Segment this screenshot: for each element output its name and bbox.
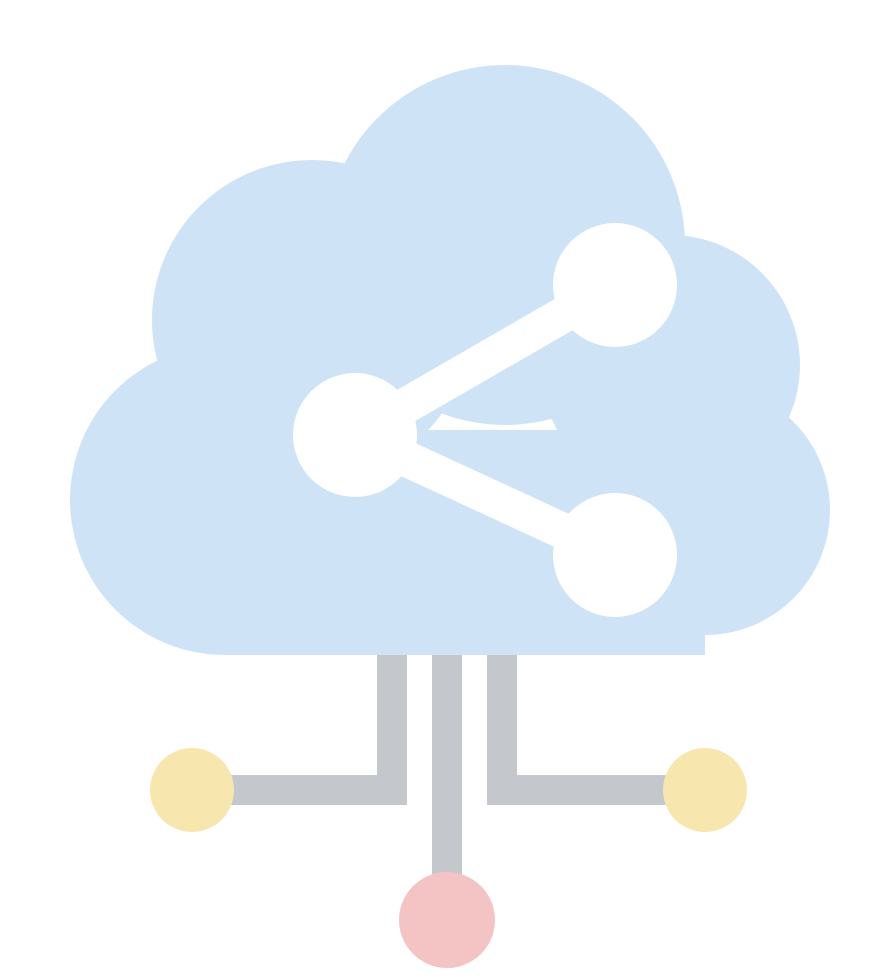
cloud-share-network-icon <box>0 0 895 980</box>
share-node-bottom <box>553 493 677 617</box>
share-node-left <box>293 373 417 497</box>
bottom-endpoint <box>399 872 495 968</box>
left-endpoint <box>150 748 234 832</box>
share-node-top <box>553 223 677 347</box>
right-endpoint <box>663 748 747 832</box>
